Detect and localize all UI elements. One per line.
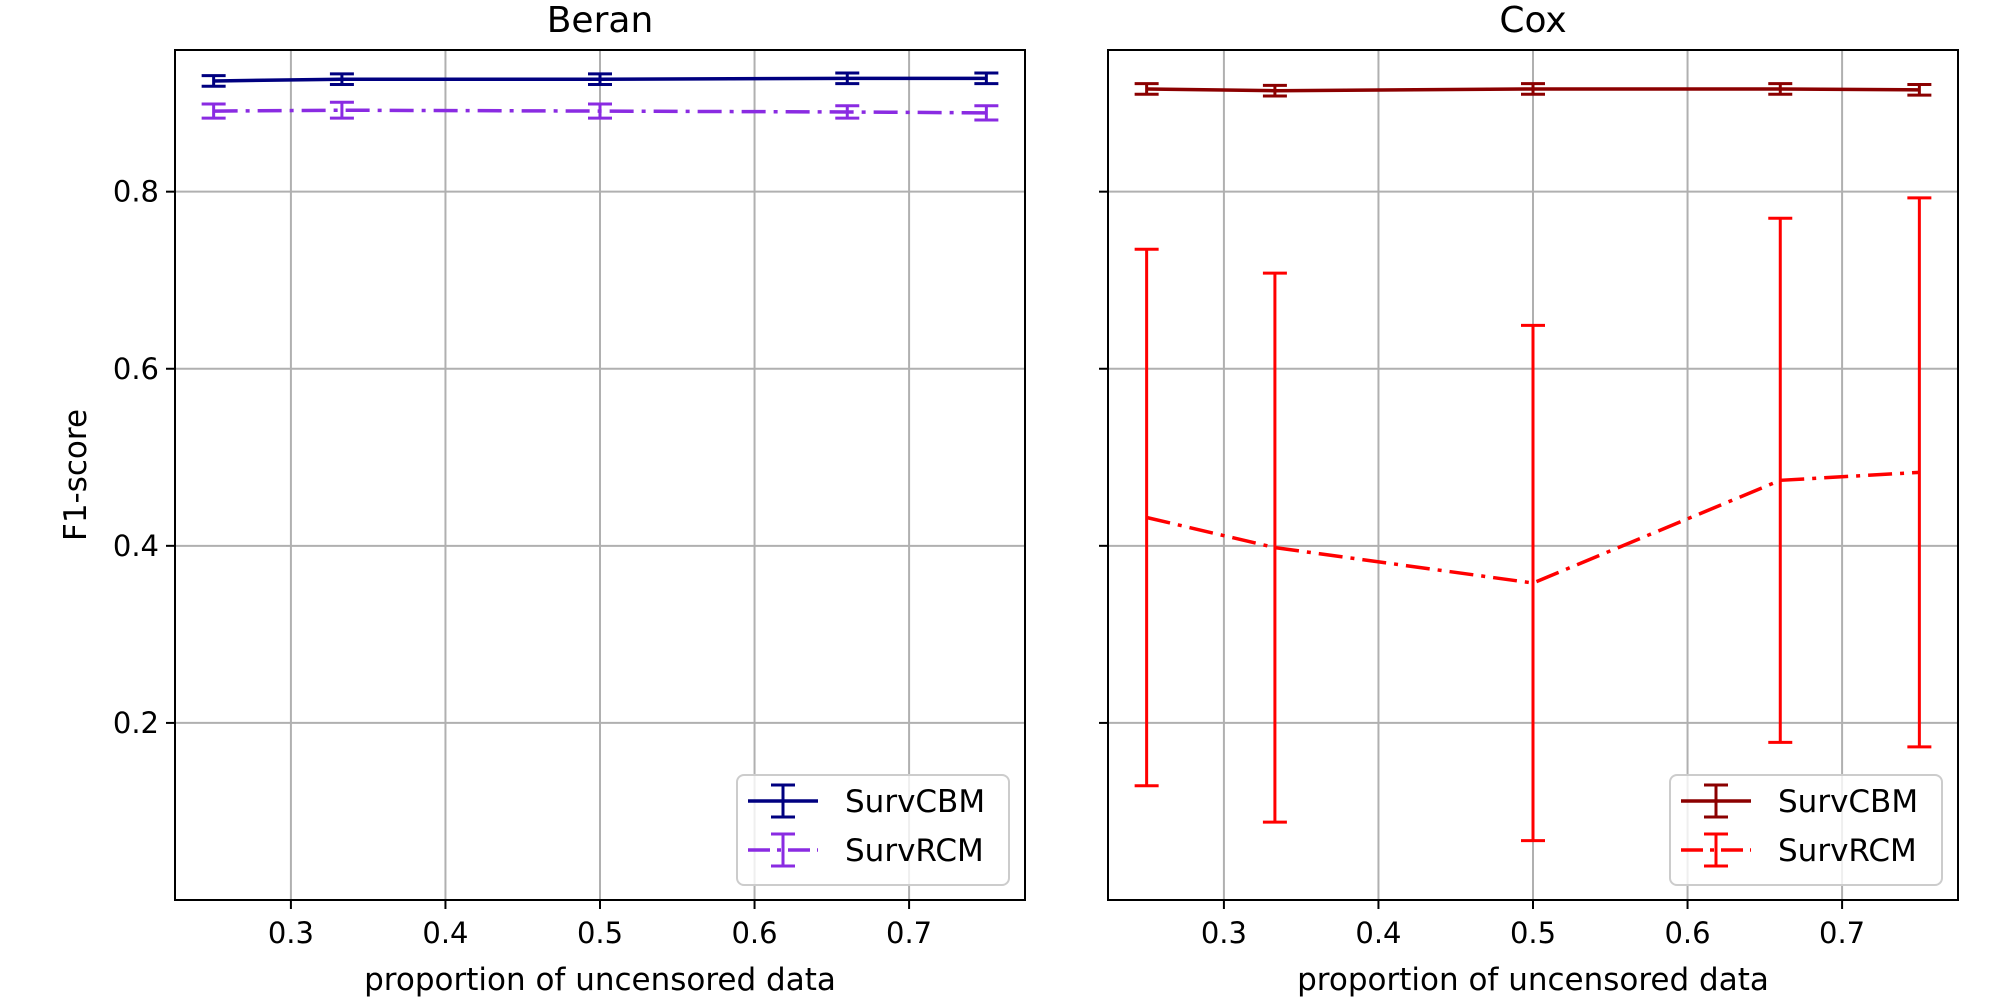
cox-x-tick-label: 0.7 bbox=[1819, 916, 1865, 950]
beran-x-tick-label: 0.4 bbox=[422, 916, 468, 950]
beran-title: Beran bbox=[547, 0, 654, 41]
beran-series-group bbox=[201, 71, 999, 122]
beran-x-tick-label: 0.7 bbox=[886, 916, 932, 950]
cox-x-tick-label: 0.4 bbox=[1355, 916, 1401, 950]
cox-x-axis-label: proportion of uncensored data bbox=[1297, 962, 1769, 998]
beran-y-tick-label: 0.4 bbox=[113, 529, 159, 563]
beran-survrcm-series bbox=[201, 100, 999, 122]
cox-title: Cox bbox=[1499, 0, 1566, 41]
cox-ticks: 0.3 0.4 0.5 0.6 0.7 bbox=[1099, 190, 1865, 950]
cox-panel: 0.3 0.4 0.5 0.6 0.7 Cox proportion of uncens… bbox=[1099, 0, 1959, 998]
beran-panel: 0.3 0.4 0.5 0.6 0.7 0.2 0.4 0.6 0.8 Beran propor… bbox=[58, 0, 1026, 998]
beran-x-tick-label: 0.3 bbox=[268, 916, 314, 950]
cox-legend-survrcm-symbol bbox=[1681, 832, 1751, 868]
cox-x-tick-label: 0.6 bbox=[1664, 916, 1710, 950]
beran-ticks: 0.3 0.4 0.5 0.6 0.7 0.2 0.4 0.6 0.8 bbox=[113, 175, 932, 950]
beran-y-tick-label: 0.8 bbox=[113, 175, 159, 209]
beran-grid bbox=[175, 50, 1025, 900]
cox-survcbm-line bbox=[1146, 87, 1920, 93]
cox-x-tick-label: 0.5 bbox=[1510, 916, 1556, 950]
beran-x-tick-label: 0.5 bbox=[577, 916, 623, 950]
cox-legend-survrcm-label: SurvRCM bbox=[1778, 833, 1917, 869]
cox-legend-survcbm-symbol bbox=[1681, 783, 1751, 819]
cox-survcbm-series bbox=[1134, 82, 1932, 98]
beran-x-tick-label: 0.6 bbox=[731, 916, 777, 950]
beran-y-axis-label: F1-score bbox=[58, 409, 94, 541]
beran-survrcm-line bbox=[213, 108, 987, 115]
beran-legend: SurvCBM SurvRCM bbox=[736, 774, 1010, 886]
cox-survrcm-line bbox=[1146, 470, 1920, 585]
cox-legend-survcbm-label: SurvCBM bbox=[1778, 784, 1918, 820]
beran-y-tick-label: 0.2 bbox=[113, 706, 159, 740]
beran-legend-survcbm-label: SurvCBM bbox=[845, 784, 985, 820]
beran-legend-survrcm-label: SurvRCM bbox=[845, 833, 984, 869]
beran-survcbm-series bbox=[201, 71, 999, 88]
cox-survrcm-series bbox=[1134, 196, 1932, 843]
cox-x-tick-label: 0.3 bbox=[1201, 916, 1247, 950]
beran-survcbm-line bbox=[213, 76, 987, 83]
beran-y-tick-label: 0.6 bbox=[113, 352, 159, 386]
beran-x-axis-label: proportion of uncensored data bbox=[364, 962, 836, 998]
beran-legend-survcbm-symbol bbox=[748, 783, 818, 819]
cox-legend: SurvCBM SurvRCM bbox=[1669, 774, 1943, 886]
beran-legend-survrcm-symbol bbox=[748, 832, 818, 868]
cox-series-group bbox=[1134, 82, 1932, 843]
